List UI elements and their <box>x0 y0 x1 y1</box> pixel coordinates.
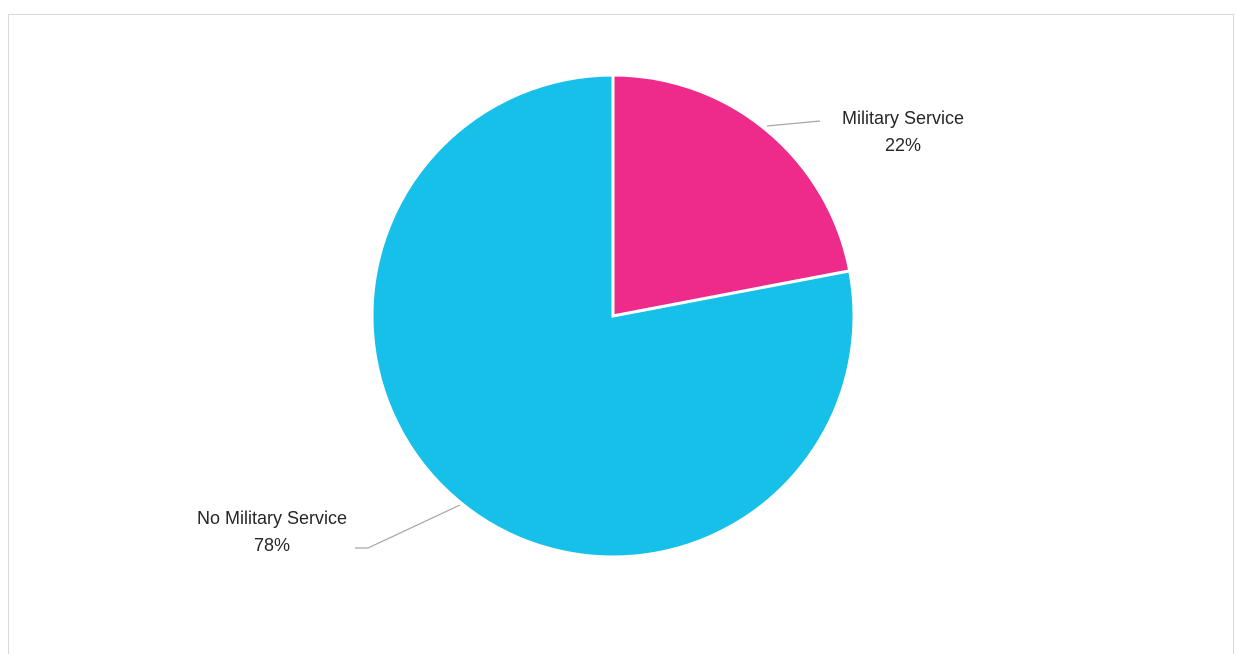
chart-frame <box>8 14 1234 654</box>
pie-slices <box>370 73 856 559</box>
slice-value-military-service: 22% <box>885 135 921 155</box>
pie-slice-no-military-service <box>370 73 856 559</box>
slice-value-no-military-service: 78% <box>254 535 290 555</box>
slice-label-military-service: Military Service <box>842 108 964 128</box>
pie-slice-military-service <box>611 73 852 318</box>
leader-line-military-service <box>766 120 821 127</box>
slice-label-no-military-service: No Military Service <box>197 508 347 528</box>
leader-line-no-military-service <box>355 504 461 549</box>
